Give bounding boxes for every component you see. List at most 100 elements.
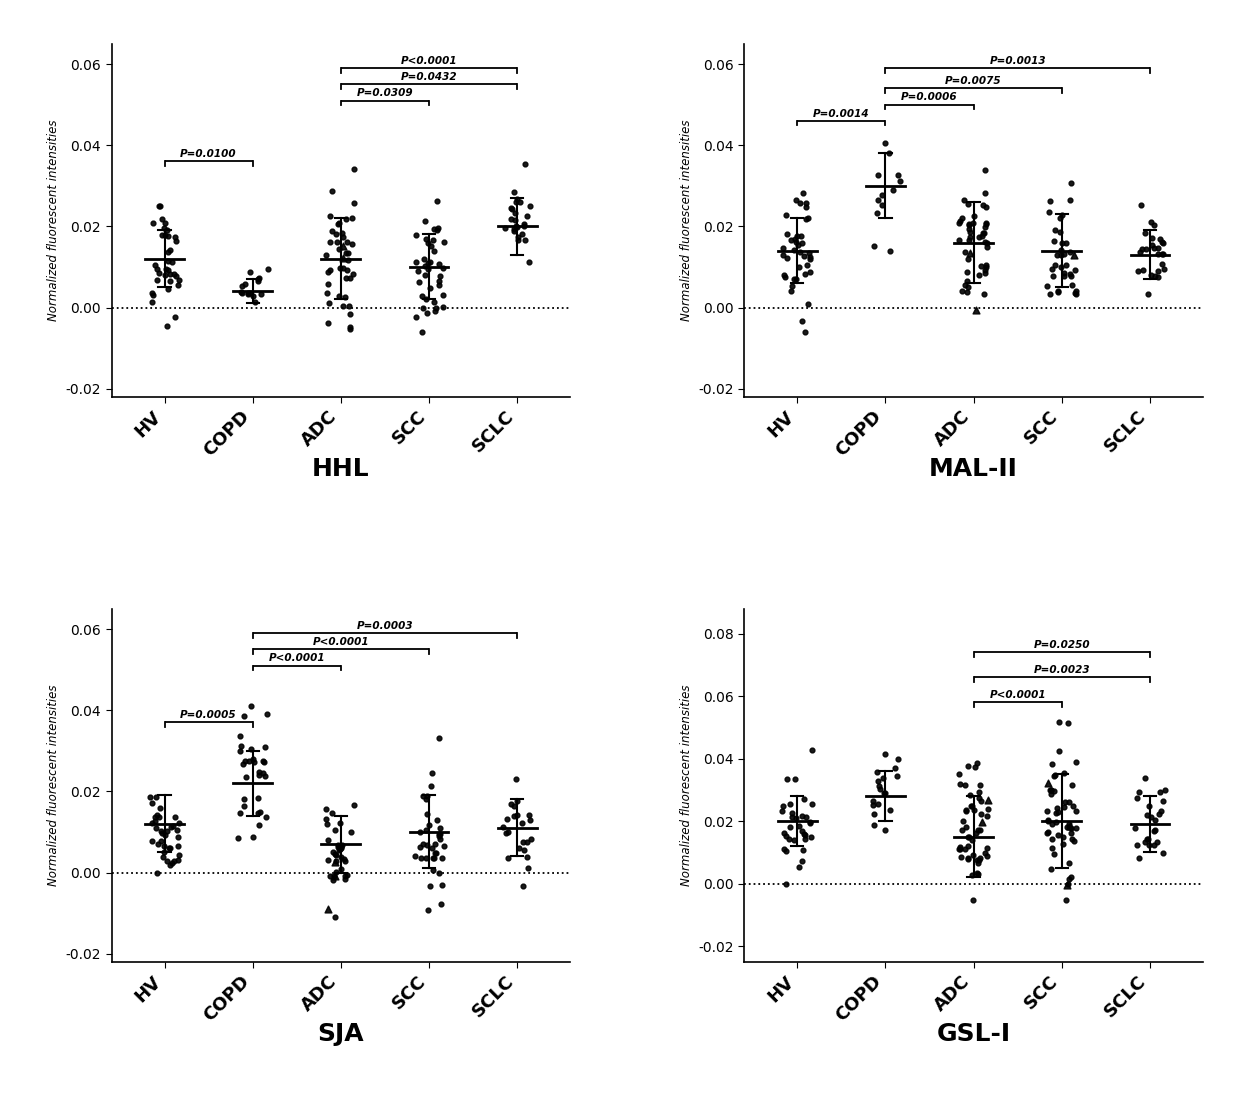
Point <box>424 221 444 238</box>
Point <box>794 825 813 843</box>
Point <box>796 198 816 215</box>
Point <box>1058 715 1078 732</box>
Point <box>950 838 970 856</box>
Point <box>1066 753 1086 771</box>
Point <box>868 191 888 209</box>
Point <box>1056 875 1076 893</box>
Point <box>166 233 186 250</box>
Point <box>155 226 175 244</box>
Point <box>167 277 187 294</box>
Point <box>773 246 792 263</box>
Point <box>515 215 534 233</box>
Point <box>336 270 356 287</box>
Point <box>1127 836 1147 854</box>
Text: P=0.0003: P=0.0003 <box>357 621 413 631</box>
Point <box>410 849 430 867</box>
Point <box>329 287 348 305</box>
Point <box>319 315 339 332</box>
Point <box>976 214 996 232</box>
Point <box>1048 283 1068 301</box>
Point <box>169 271 188 289</box>
Point <box>160 272 180 290</box>
Point <box>950 839 970 857</box>
Text: P=0.0100: P=0.0100 <box>180 150 237 160</box>
Point <box>239 752 259 769</box>
Text: P=0.0014: P=0.0014 <box>813 108 869 119</box>
Point <box>422 237 441 255</box>
Point <box>1066 819 1086 836</box>
Point <box>777 225 797 243</box>
Point <box>340 320 360 338</box>
Point <box>950 212 970 230</box>
Point <box>967 863 987 881</box>
Point <box>875 134 895 152</box>
Point <box>957 250 977 268</box>
Point <box>430 825 450 843</box>
Point <box>951 848 971 866</box>
Point <box>1060 191 1080 209</box>
Point <box>975 225 994 243</box>
Point <box>799 295 818 313</box>
Point <box>322 804 342 822</box>
Point <box>977 839 997 857</box>
Point <box>151 822 171 839</box>
Point <box>879 243 899 260</box>
Point <box>1040 781 1060 799</box>
Point <box>1065 284 1085 302</box>
Point <box>1038 812 1058 830</box>
Point <box>239 263 259 281</box>
Point <box>800 814 820 832</box>
Point <box>513 877 533 894</box>
Point <box>327 215 347 233</box>
Point <box>430 895 450 913</box>
Point <box>1135 224 1154 242</box>
Point <box>155 826 175 844</box>
Point <box>169 846 188 863</box>
Point <box>1125 819 1145 836</box>
Point <box>956 841 976 858</box>
Point <box>1038 824 1058 842</box>
Point <box>253 752 273 769</box>
Text: P=0.0075: P=0.0075 <box>945 77 1002 86</box>
Point <box>429 825 449 843</box>
Point <box>331 860 351 878</box>
Point <box>146 788 166 806</box>
Point <box>875 745 895 763</box>
Text: P<0.0001: P<0.0001 <box>312 637 370 647</box>
Point <box>339 244 358 261</box>
Point <box>507 219 527 236</box>
Point <box>1152 256 1172 273</box>
Point <box>977 238 997 256</box>
Point <box>248 763 268 780</box>
Point <box>167 851 187 869</box>
Point <box>162 254 182 271</box>
Point <box>776 207 796 224</box>
Point <box>1145 821 1164 838</box>
Point <box>166 267 186 284</box>
Point <box>1047 246 1066 263</box>
Point <box>1154 260 1174 278</box>
Point <box>169 828 188 846</box>
Point <box>521 811 541 828</box>
Point <box>1147 245 1167 262</box>
Point <box>1053 828 1073 846</box>
Point <box>329 214 348 232</box>
Point <box>317 832 337 849</box>
Text: P<0.0001: P<0.0001 <box>990 691 1047 701</box>
Point <box>150 832 170 849</box>
Point <box>334 249 353 267</box>
Point <box>952 822 972 839</box>
Point <box>779 830 799 847</box>
Point <box>430 820 450 837</box>
Point <box>410 838 430 856</box>
Point <box>145 812 165 830</box>
Point <box>978 800 998 818</box>
Point <box>1043 839 1063 857</box>
Point <box>334 228 353 246</box>
Point <box>795 790 815 808</box>
Point <box>340 269 360 286</box>
Point <box>253 764 273 781</box>
Point <box>162 854 182 871</box>
Point <box>874 784 894 801</box>
Point <box>1047 813 1066 831</box>
